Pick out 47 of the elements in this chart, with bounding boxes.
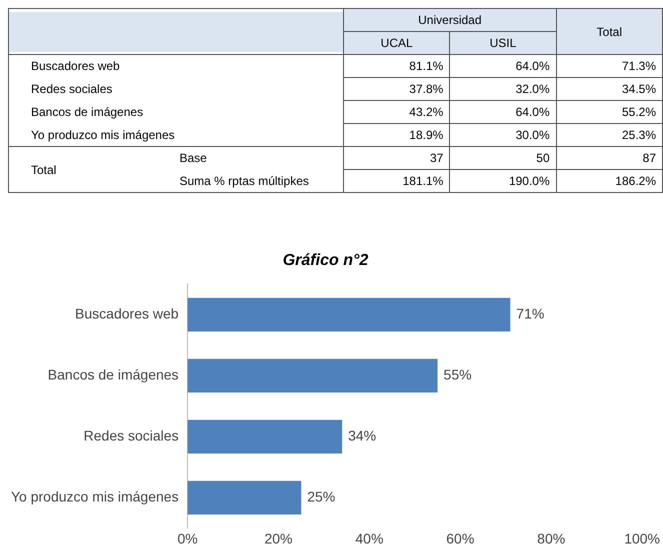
data-label: 34%	[348, 428, 376, 444]
text: Universidad	[344, 8, 556, 32]
data-label: 25%	[307, 488, 336, 505]
text: 71.3%	[622, 59, 656, 73]
text: 37.8%	[409, 82, 444, 96]
bar	[188, 298, 510, 332]
x-tick-label: 100%	[624, 530, 660, 546]
text: 181.1%	[402, 174, 444, 188]
text: 50	[536, 151, 550, 165]
x-tick-label: 60%	[446, 530, 474, 546]
bar	[188, 420, 342, 454]
x-tick-label: 80%	[537, 530, 566, 546]
data-label: 71%	[516, 306, 544, 322]
y-tick-label: Redes sociales	[84, 428, 179, 444]
data-label: 55%	[444, 366, 472, 383]
x-tick-label: 0%	[177, 530, 198, 546]
text: 55.2%	[622, 105, 656, 119]
text: 37	[430, 151, 444, 165]
category-label: Bancos de imágenes	[31, 105, 144, 119]
category-label: USIL	[450, 32, 556, 54]
bar	[188, 358, 438, 392]
category-label: Base	[180, 151, 207, 166]
category-label: Total	[31, 162, 56, 176]
text: 64.0%	[516, 105, 550, 119]
text: 186.2%	[615, 174, 656, 188]
y-tick-label: Buscadores web	[75, 306, 179, 322]
text: 32.0%	[516, 82, 550, 96]
x-tick-label: 20%	[264, 530, 292, 546]
chart-title: Gráfico n°2	[282, 252, 368, 270]
text: 81.1%	[409, 59, 444, 73]
text: 190.0%	[508, 174, 550, 188]
text: 25.3%	[622, 128, 656, 142]
text: 18.9%	[409, 128, 444, 142]
text: 30.0%	[516, 128, 550, 142]
category-label: Total	[556, 8, 662, 54]
category-label: UCAL	[344, 32, 450, 54]
bar	[188, 480, 302, 514]
category-label: Suma % rptas múltipkes	[180, 174, 309, 188]
text: 64.0%	[516, 59, 550, 73]
category-label: Buscadores web	[31, 59, 120, 74]
text: 34.5%	[622, 82, 656, 96]
y-tick-label: Yo produzco mis imágenes	[11, 488, 179, 505]
category-label: Redes sociales	[31, 82, 112, 96]
x-tick-label: 40%	[355, 530, 384, 546]
y-tick-label: Bancos de imágenes	[48, 366, 179, 383]
text: 87	[642, 151, 656, 165]
text: 43.2%	[409, 105, 444, 119]
